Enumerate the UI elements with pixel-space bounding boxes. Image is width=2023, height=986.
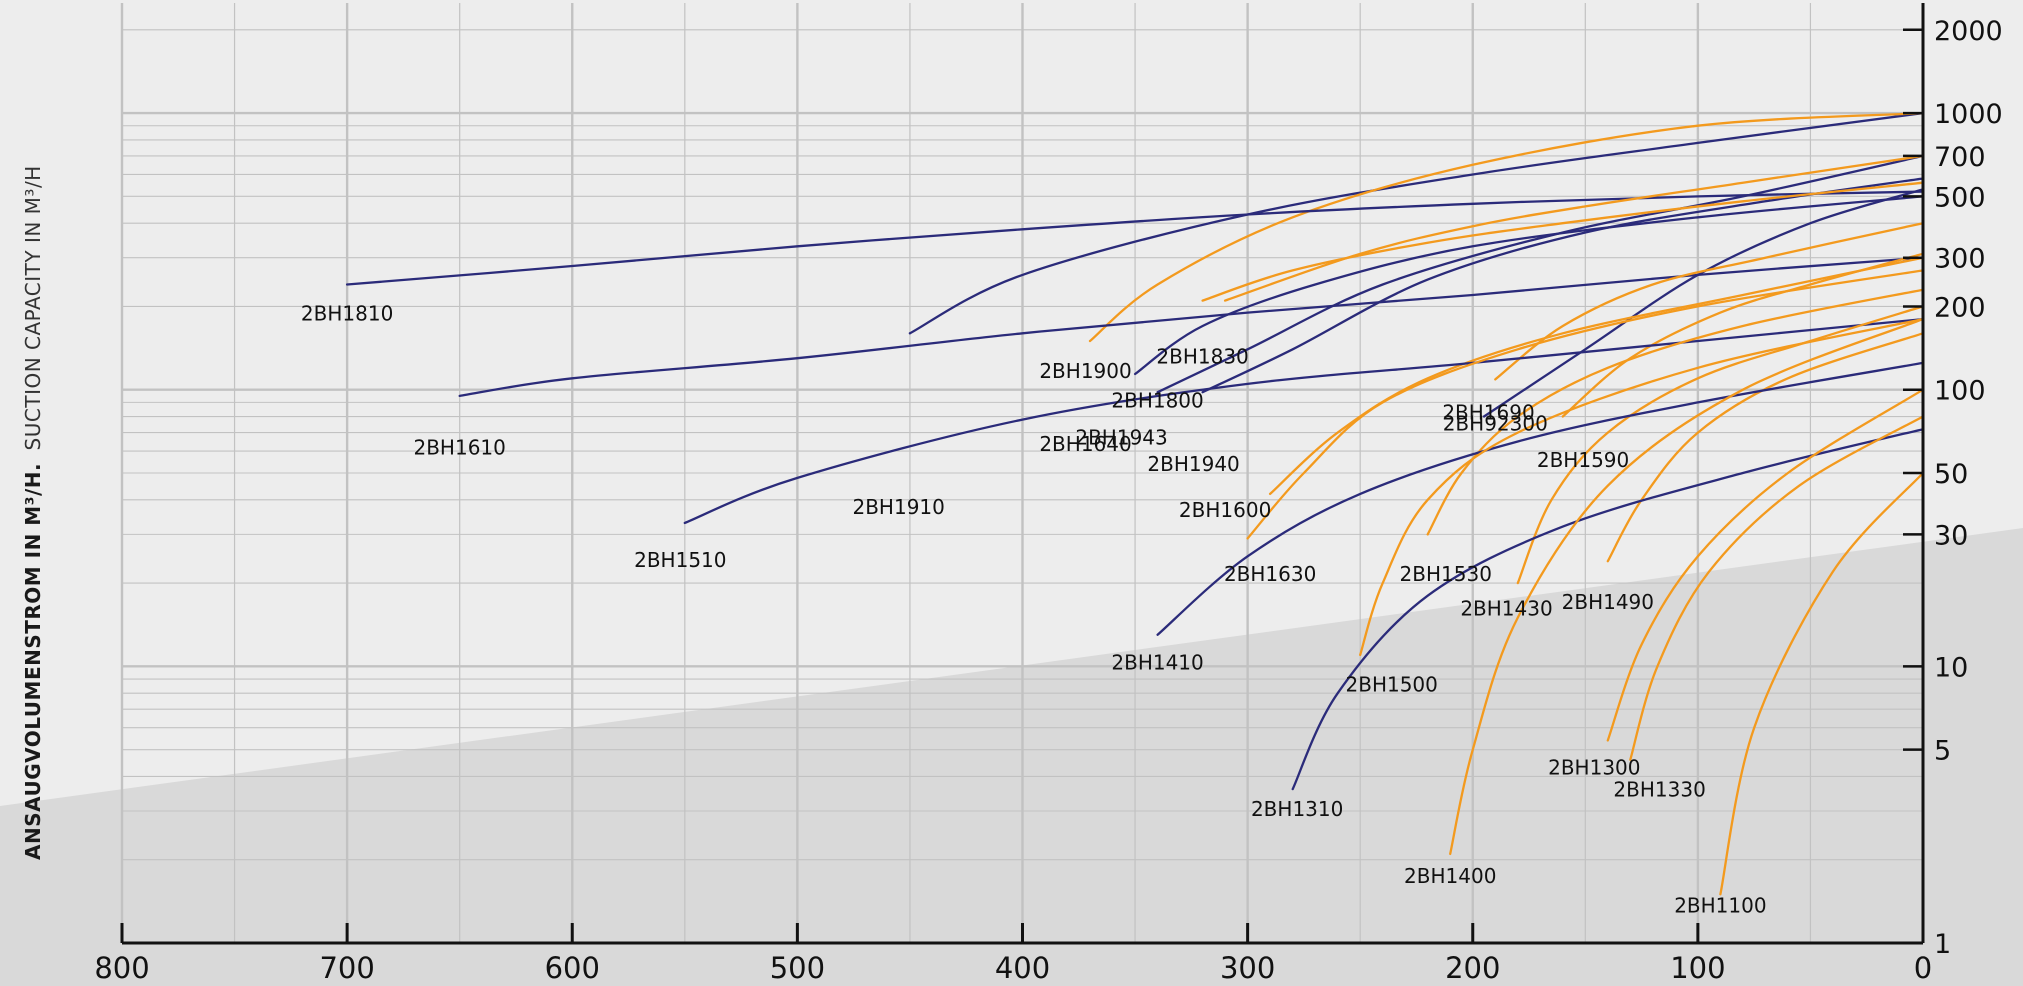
series-curves: [345, 111, 1925, 896]
series-curve-2bh1430: [1516, 305, 1925, 585]
series-curve-2bh1600: [1268, 256, 1925, 496]
series-label-2bh1500: 2BH1500: [1346, 672, 1438, 696]
series-curve-2bh1500: [1359, 317, 1925, 657]
series-labels: 2BH1943 2BH1940 2BH92300 2BH1910 2BH1900 2BH1…: [301, 302, 1767, 918]
series-label-2bh1940: 2BH1940: [1147, 452, 1239, 476]
y-axis-title-bold: ANSAUGVOLUMENSTROM IN M³/H.: [21, 463, 45, 860]
y-axis-title: ANSAUGVOLUMENSTROM IN M³/H. SUCTION CAPA…: [21, 165, 45, 860]
y-tick-label: 300: [1934, 244, 1986, 275]
series-label-2bh1490: 2BH1490: [1562, 590, 1654, 614]
series-label-2bh1600: 2BH1600: [1179, 498, 1271, 522]
series-label-2bh1943: 2BH1943: [1075, 425, 1167, 449]
x-tick-label: 400: [995, 951, 1050, 985]
x-tick-label: 100: [1670, 951, 1725, 985]
series-label-2bh1430: 2BH1430: [1460, 597, 1552, 621]
y-tick-label: 700: [1934, 142, 1986, 173]
y-tick-label: 500: [1934, 182, 1986, 213]
series-curve-2bh1300: [1606, 388, 1925, 742]
series-curve-2bh1943: [1156, 154, 1925, 394]
series-label-2bh1800: 2BH1800: [1111, 388, 1203, 412]
y-tick-label: 10: [1934, 652, 1968, 683]
x-tick-label: 600: [545, 951, 600, 985]
series-label-2bh1590: 2BH1590: [1537, 448, 1629, 472]
series-label-2bh1610: 2BH1610: [413, 435, 505, 459]
axes: 800 700 600 500 400 300 200 100 0151030501002003…: [94, 3, 2003, 985]
series-curve-2bh1410: [1156, 361, 1925, 636]
series-curve-2bh1800: [1201, 181, 1925, 302]
series-label-2bh1410: 2BH1410: [1111, 651, 1203, 675]
series-label-2bh1640: 2BH1640: [1039, 432, 1131, 456]
series-curve-2bh1900: [1088, 111, 1925, 343]
series-curve-2bh1630: [1246, 269, 1925, 540]
grid: [120, 3, 1925, 945]
y-tick-label: 2000: [1934, 16, 2003, 47]
y-tick-label: 1000: [1934, 99, 2003, 130]
y-tick-label: 1: [1934, 929, 1951, 960]
y-tick-label: 50: [1934, 459, 1968, 490]
series-label-2bh1830: 2BH1830: [1156, 344, 1248, 368]
y-tick-label: 100: [1934, 376, 1986, 407]
series-curve-2bh1910: [908, 111, 1925, 335]
x-tick-label: 0: [1914, 951, 1932, 985]
x-tick-label: 800: [94, 951, 149, 985]
series-label-2bh92300: 2BH92300: [1443, 412, 1548, 436]
series-label-2bh1910: 2BH1910: [852, 495, 944, 519]
y-tick-label: 30: [1934, 520, 1968, 551]
series-label-2bh1100: 2BH1100: [1674, 894, 1766, 918]
series-curve-2bh1810: [345, 190, 1925, 286]
series-label-2bh1510: 2BH1510: [634, 548, 726, 572]
y-tick-label: 5: [1934, 736, 1951, 767]
series-curve-2bh1310: [1291, 428, 1925, 791]
series-label-2bh1310: 2BH1310: [1251, 797, 1343, 821]
series-label-2bh1300: 2BH1300: [1548, 756, 1640, 780]
series-curve-2bh1640: [1133, 195, 1925, 376]
series-curve-2bh1530: [1426, 288, 1925, 536]
series-curve-2bh1400: [1449, 317, 1925, 856]
series-curve-2bh1330: [1629, 415, 1925, 761]
series-label-2bh1530: 2BH1530: [1400, 562, 1492, 586]
series-curve-2bh1100: [1719, 471, 1925, 896]
x-tick-label: 300: [1220, 951, 1275, 985]
background-shade: [0, 528, 2023, 986]
x-tick-label: 500: [770, 951, 825, 985]
y-axis-title-regular: SUCTION CAPACITY IN M³/H: [21, 165, 45, 450]
series-label-2bh1810: 2BH1810: [301, 302, 393, 326]
series-label-2bh1330: 2BH1330: [1613, 777, 1705, 801]
series-label-2bh1900: 2BH1900: [1039, 359, 1131, 383]
series-label-2bh1400: 2BH1400: [1404, 864, 1496, 888]
x-tick-label: 200: [1445, 951, 1500, 985]
series-curve-2bh1510: [683, 317, 1925, 525]
x-tick-label: 700: [319, 951, 374, 985]
y-tick-label: 200: [1934, 292, 1986, 323]
series-label-2bh1690: 2BH1690: [1442, 401, 1534, 425]
series-label-2bh1630: 2BH1630: [1224, 562, 1316, 586]
series-curve-2bh1940: [1201, 177, 1925, 394]
series-curve-2bh1490: [1606, 332, 1925, 563]
